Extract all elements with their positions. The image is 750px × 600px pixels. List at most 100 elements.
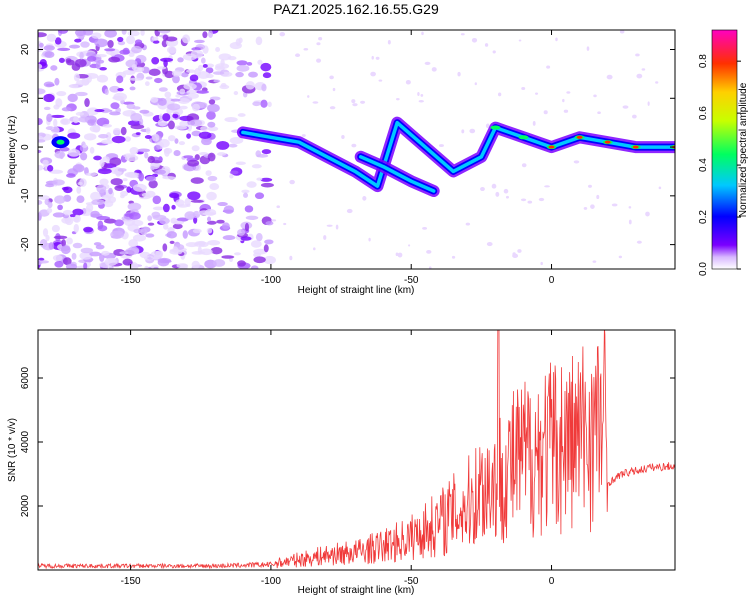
spectrogram-noise-blob: [157, 257, 172, 264]
spectrogram-noise-blob: [128, 52, 135, 58]
spectrogram-noise-blob: [229, 136, 244, 144]
spectrogram-noise-blob: [207, 103, 220, 113]
spectrogram-noise-blob: [396, 97, 400, 101]
spectrogram-noise-blob: [167, 103, 181, 111]
spectrogram-noise-blob: [99, 178, 109, 186]
spectrogram-noise-blob: [131, 63, 137, 71]
spectrogram-noise-blob: [128, 239, 139, 248]
spectrogram-noise-blob: [85, 172, 98, 177]
spectrogram-noise-blob: [590, 204, 595, 209]
spectrogram-noise-blob: [191, 130, 202, 137]
spectrogram-noise-blob: [117, 168, 127, 172]
spectrogram-noise-blob: [207, 121, 216, 128]
spectrogram-noise-blob: [175, 199, 185, 207]
spectrogram-noise-blob: [246, 62, 253, 66]
spectrogram-noise-blob: [187, 159, 200, 167]
spectrogram-noise-blob: [129, 146, 139, 155]
spectrogram-noise-blob: [505, 195, 510, 199]
spectrogram-noise-blob: [346, 208, 353, 214]
spectrogram-noise-blob: [125, 247, 140, 255]
spectrogram-noise-blob: [87, 107, 99, 116]
spectrogram-noise-blob: [267, 101, 272, 108]
spectrogram-y-tick-label: 0: [20, 144, 31, 150]
colorbar-ticks: 0.0 0.2 0.4 0.6 0.8: [698, 54, 741, 276]
spectrogram-noise-blob: [126, 35, 136, 45]
spectrogram-noise-blob: [112, 95, 124, 101]
spectrogram-noise-blob: [175, 94, 181, 98]
spectrogram-noise-blob: [87, 55, 97, 62]
spectrogram-x-tick-label: 0: [549, 275, 555, 286]
spectrogram-noise-blob: [43, 106, 51, 111]
spectrogram-y-tick-label: 20: [20, 44, 31, 56]
spectrogram-noise-blob: [66, 237, 73, 245]
spectrogram-noise-blob: [182, 230, 188, 239]
spectrogram-noise-blob: [166, 231, 178, 239]
spectrogram-noise-blob: [134, 39, 143, 45]
spectrogram-noise-blob: [69, 83, 79, 88]
snr-series-line: [38, 330, 675, 570]
colorbar-tick-label: 0.8: [698, 54, 709, 68]
spectrogram-noise-blob: [53, 235, 68, 240]
spectrogram-noise-blob: [78, 116, 91, 123]
spectrogram-noise-blob: [60, 118, 71, 125]
spectrogram-noise-blob: [260, 177, 273, 182]
spectrogram-noise-blob: [191, 145, 200, 152]
spectrogram-noise-blob: [236, 64, 250, 72]
spectrogram-noise-blob: [563, 109, 569, 113]
spectrogram-noise-blob: [236, 60, 248, 66]
spectrogram-noise-blob: [38, 257, 45, 261]
spectrogram-noise-blob: [351, 143, 357, 148]
spectrogram-noise-blob: [189, 74, 199, 82]
spectrogram-x-axis-label: Height of straight line (km): [298, 285, 415, 296]
spectrogram-noise-blob: [521, 87, 526, 90]
spectrogram-ridge: [51, 116, 675, 197]
spectrogram-noise-blob: [83, 30, 94, 36]
spectrogram-noise-blob: [248, 71, 258, 78]
snr-x-tick-label: -150: [121, 576, 141, 587]
spectrogram-noise-blob: [215, 63, 230, 70]
spectrogram-noise-blob: [206, 220, 217, 225]
spectrogram-noise-blob: [235, 38, 241, 46]
spectrogram-noise-blob: [257, 59, 263, 65]
spectrogram-noise-blob: [229, 170, 239, 175]
spectrogram-noise-blob: [75, 111, 85, 116]
spectrogram-noise-blob: [408, 244, 411, 247]
spectrogram-noise-blob: [172, 246, 179, 254]
spectrogram-noise-blob: [546, 65, 551, 69]
spectrogram-noise-blob: [329, 106, 336, 110]
spectrogram-noise-blob: [145, 127, 151, 134]
spectrogram-noise-blob: [422, 227, 428, 230]
spectrogram-noise-blob: [485, 123, 490, 129]
spectrogram-noise-blob: [83, 226, 94, 233]
spectrogram-main-ridge-core: [241, 120, 675, 188]
spectrogram-noise-blob: [137, 148, 151, 153]
spectrogram-noise-blob: [351, 99, 356, 104]
spectrogram-noise-blob: [182, 34, 191, 44]
spectrogram-noise-blob: [217, 152, 226, 156]
spectrogram-noise-blob: [261, 149, 272, 155]
colorbar-tick-label: 0.0: [698, 262, 709, 276]
spectrogram-noise-blob: [54, 260, 64, 268]
spectrogram-noise-blob: [169, 192, 180, 199]
spectrogram-noise-blob: [104, 257, 118, 267]
spectrogram-noise-blob: [50, 114, 65, 118]
spectrogram-noise-blob: [243, 192, 249, 198]
spectrogram-noise-blob: [457, 71, 461, 77]
spectrogram-noise-blob: [229, 174, 234, 179]
spectrogram-noise-blob: [152, 206, 165, 211]
spectrogram-noise-blob: [263, 255, 276, 265]
spectrogram-noise-blob: [205, 63, 215, 68]
spectrogram-noise-blob: [171, 70, 183, 77]
spectrogram-noise-blob: [202, 64, 208, 68]
spectrogram-noise-blob: [555, 37, 558, 42]
spectrogram-noise-blob: [271, 219, 277, 222]
spectrogram-noise-blob: [38, 200, 43, 205]
spectrogram-noise-blob: [632, 114, 637, 119]
spectrogram-noise-blob: [54, 37, 62, 45]
spectrogram-noise-blob: [42, 159, 49, 166]
spectrogram-noise-blob: [121, 30, 127, 35]
spectrogram-noise-blob: [99, 159, 105, 168]
spectrogram-noise-blob: [164, 70, 175, 79]
